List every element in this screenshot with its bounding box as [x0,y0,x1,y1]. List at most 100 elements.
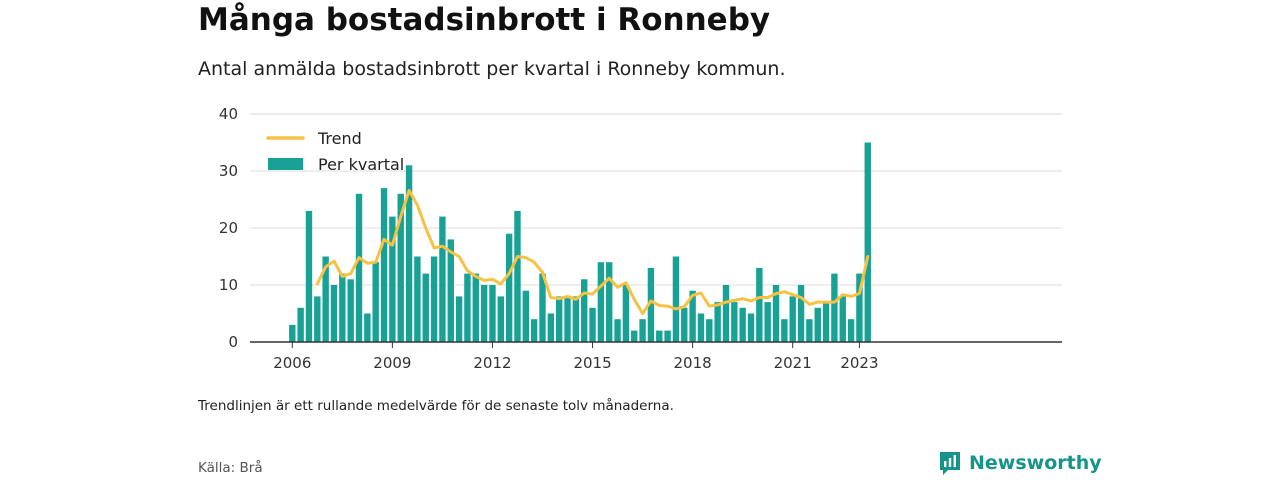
bar [380,188,388,342]
bar [414,256,421,342]
brand-logo[interactable]: Newsworthy [938,450,1102,476]
bar [581,279,588,342]
bar [505,233,513,342]
x-tick-label: 2018 [674,354,712,372]
bar [664,330,671,342]
bar [756,267,763,342]
chart-subtitle: Antal anmälda bostadsinbrott per kvartal… [198,58,786,80]
footnote: Trendlinjen är ett rullande medelvärde f… [198,398,674,414]
bar [739,307,746,342]
bar-line-chart: 0 10 20 30 40 2006 2009 2012 2015 2018 2021 2023 Tr… [219,105,1062,372]
bar [797,285,805,342]
chart-title: Många bostadsinbrott i Ronneby [198,2,771,38]
bar [547,313,555,342]
bar [614,319,621,342]
bar [389,216,396,342]
y-tick-label: 30 [219,162,238,180]
x-tick-label: 2023 [840,354,878,372]
y-tick-label: 40 [219,105,238,123]
bar [706,319,713,342]
bar [656,330,663,342]
bar [597,262,605,342]
bar [606,262,613,342]
axes: 0 10 20 30 40 2006 2009 2012 2015 2018 2021 2023 [219,105,1062,372]
bar [631,330,638,342]
bar [289,324,296,342]
legend-bar-swatch [268,158,303,170]
x-tick-label: 2015 [573,354,611,372]
bar [572,296,580,342]
bar [697,313,705,342]
y-tick-label: 20 [219,219,238,237]
x-tick-label: 2012 [473,354,511,372]
bar [297,307,304,342]
bar [839,296,846,342]
bar [672,256,680,342]
source-note: Källa: Brå [198,460,263,476]
bar [822,302,830,342]
bar [314,296,321,342]
bar [747,313,755,342]
x-tick-label: 2021 [774,354,812,372]
bar [781,319,788,342]
bar [497,296,504,342]
bar [322,256,329,342]
trend-line-group [315,188,870,315]
legend-trend-label: Trend [317,129,362,148]
bar [772,285,780,342]
bar [564,296,571,342]
bar [464,273,471,342]
bar [731,302,738,342]
legend-bar-label: Per kvartal [318,155,404,174]
newsworthy-logo-icon [940,452,960,475]
gridlines [250,113,1062,286]
bar [864,142,871,342]
x-tick-label: 2006 [273,354,311,372]
trend-line [315,188,870,315]
bar [305,210,313,342]
bar [806,319,813,342]
bar [831,273,838,342]
bar [480,285,488,342]
brand-name: Newsworthy [969,452,1102,474]
bar [422,273,429,342]
bar [430,256,438,342]
bar [330,285,338,342]
bar [722,285,730,342]
bar [689,290,696,342]
bar [714,302,721,342]
bar [539,273,546,342]
y-tick-label: 10 [219,276,238,294]
bar [681,307,688,342]
bars [289,142,871,342]
bar [856,273,863,342]
bar [522,290,530,342]
bar [789,296,796,342]
bar [530,319,538,342]
bar [447,239,454,342]
bar [589,307,596,342]
bar [364,313,371,342]
bar [639,319,646,342]
bar [372,262,379,342]
x-tick-label: 2009 [373,354,411,372]
bar [814,307,821,342]
bar [355,193,363,342]
bar [439,216,446,342]
bar [397,193,404,342]
legend: Trend Per kvartal [266,129,404,174]
bar [514,210,521,342]
bar [647,267,655,342]
bar [489,285,496,342]
bar [622,285,630,342]
bar [347,279,354,342]
y-tick-label: 0 [228,333,238,351]
bar [455,296,463,342]
bar [472,273,479,342]
bar [339,273,346,342]
bar [764,302,771,342]
bar [555,296,563,342]
bar [847,319,855,342]
bar [405,165,413,342]
